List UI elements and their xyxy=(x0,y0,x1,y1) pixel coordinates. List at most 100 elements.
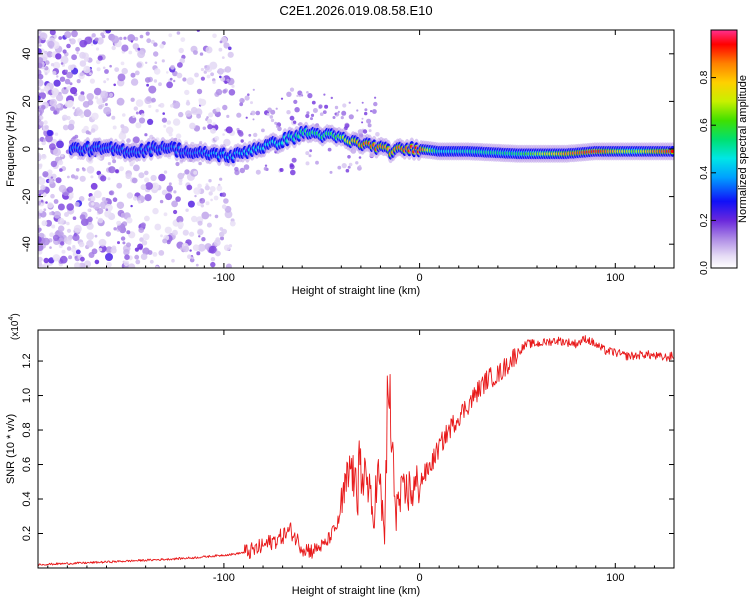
noise-speck xyxy=(147,250,153,255)
noise-speck xyxy=(213,195,219,201)
noise-speck xyxy=(289,87,295,92)
noise-speck xyxy=(286,110,291,115)
noise-speck xyxy=(96,67,101,72)
noise-speck xyxy=(199,52,204,56)
noise-speck xyxy=(45,201,48,204)
noise-speck xyxy=(368,129,372,133)
noise-speck xyxy=(196,251,201,256)
noise-speck xyxy=(137,243,144,250)
noise-speck xyxy=(64,69,68,73)
noise-speck xyxy=(133,106,138,111)
noise-speck xyxy=(155,265,159,268)
noise-speck xyxy=(120,212,126,218)
noise-speck xyxy=(182,229,189,236)
noise-speck xyxy=(345,168,350,173)
noise-speck xyxy=(315,160,319,165)
noise-speck xyxy=(227,51,234,58)
noise-speck xyxy=(111,35,120,44)
noise-speck xyxy=(109,64,112,68)
noise-speck xyxy=(38,216,42,219)
noise-speck xyxy=(58,225,65,232)
noise-speck xyxy=(196,113,202,119)
noise-speck xyxy=(50,160,58,168)
noise-speck xyxy=(107,162,111,166)
noise-speck xyxy=(106,77,110,81)
noise-speck xyxy=(173,79,176,83)
colorbar-tick-label: 0.0 xyxy=(699,261,710,275)
noise-speck xyxy=(71,54,77,61)
noise-speck xyxy=(39,32,48,41)
y-tick-label: 20 xyxy=(21,95,33,107)
noise-speck xyxy=(91,248,98,255)
noise-speck xyxy=(162,238,168,244)
noise-speck xyxy=(210,257,216,262)
colorbar-tick-label: 0.2 xyxy=(699,213,710,227)
noise-speck xyxy=(66,221,70,226)
noise-speck xyxy=(60,62,64,65)
noise-speck xyxy=(50,62,55,67)
noise-speck xyxy=(44,72,48,76)
noise-speck xyxy=(126,230,131,235)
noise-speck xyxy=(337,110,340,113)
noise-speck xyxy=(306,91,309,94)
noise-speck xyxy=(189,122,196,130)
y-tick-label: -20 xyxy=(21,189,33,205)
noise-speck xyxy=(307,93,313,99)
noise-speck xyxy=(140,184,147,191)
noise-speck xyxy=(86,240,94,248)
noise-speck xyxy=(138,172,145,179)
noise-speck xyxy=(189,231,195,237)
noise-speck xyxy=(145,182,154,190)
noise-speck xyxy=(130,97,135,102)
noise-speck xyxy=(362,129,368,134)
noise-speck xyxy=(372,109,377,114)
noise-speck xyxy=(240,139,244,143)
noise-speck xyxy=(53,199,59,204)
noise-speck xyxy=(182,245,190,253)
noise-speck xyxy=(184,89,190,96)
noise-speck xyxy=(145,31,150,36)
noise-speck xyxy=(117,73,126,82)
noise-speck xyxy=(347,165,351,169)
noise-speck xyxy=(347,155,351,159)
spectrogram-xlabel: Height of straight line (km) xyxy=(292,285,420,297)
noise-speck xyxy=(179,247,183,251)
noise-speck xyxy=(146,96,152,102)
noise-speck xyxy=(250,112,253,116)
noise-speck xyxy=(171,200,179,208)
noise-speck xyxy=(231,84,235,88)
noise-speck xyxy=(236,112,242,118)
noise-speck xyxy=(54,132,59,136)
noise-speck xyxy=(152,207,159,215)
noise-speck xyxy=(159,43,165,49)
noise-speck xyxy=(83,260,92,268)
noise-speck xyxy=(137,50,146,59)
noise-speck xyxy=(78,241,85,248)
noise-speck xyxy=(219,227,224,231)
noise-speck xyxy=(126,242,131,248)
noise-speck xyxy=(118,132,127,140)
noise-speck xyxy=(38,153,42,161)
noise-speck xyxy=(175,161,180,167)
noise-speck xyxy=(64,31,72,39)
noise-speck xyxy=(177,221,184,228)
noise-speck xyxy=(38,95,41,101)
noise-speck xyxy=(122,113,126,117)
noise-speck xyxy=(132,196,138,201)
noise-speck xyxy=(191,215,198,223)
noise-speck xyxy=(127,34,136,42)
noise-speck xyxy=(56,140,64,149)
noise-speck xyxy=(222,133,225,136)
noise-speck xyxy=(41,154,47,160)
colorbar-tick-label: 0.4 xyxy=(699,165,710,179)
noise-speck xyxy=(252,118,255,121)
noise-speck xyxy=(87,216,93,223)
snr-series-line xyxy=(38,335,674,566)
noise-speck xyxy=(98,247,103,252)
noise-speck xyxy=(44,50,48,55)
noise-speck xyxy=(270,118,275,123)
noise-speck xyxy=(121,67,128,75)
noise-speck xyxy=(208,179,212,183)
noise-speck xyxy=(108,190,113,196)
noise-speck xyxy=(248,133,252,137)
